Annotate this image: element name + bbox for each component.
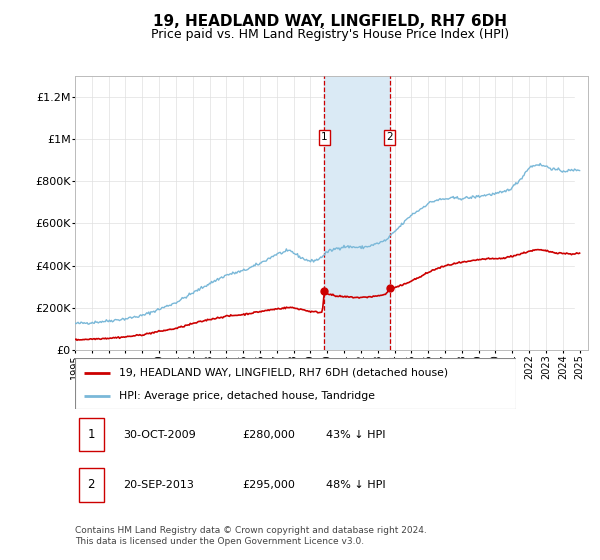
Text: 19, HEADLAND WAY, LINGFIELD, RH7 6DH (detached house): 19, HEADLAND WAY, LINGFIELD, RH7 6DH (de… xyxy=(119,367,448,377)
Text: 20-SEP-2013: 20-SEP-2013 xyxy=(124,480,194,490)
FancyBboxPatch shape xyxy=(79,418,104,451)
Text: £295,000: £295,000 xyxy=(242,480,295,490)
FancyBboxPatch shape xyxy=(75,358,516,409)
Text: 2: 2 xyxy=(88,478,95,492)
Bar xyxy=(325,76,390,350)
Text: Contains HM Land Registry data © Crown copyright and database right 2024.
This d: Contains HM Land Registry data © Crown c… xyxy=(75,526,427,546)
Text: Price paid vs. HM Land Registry's House Price Index (HPI): Price paid vs. HM Land Registry's House … xyxy=(151,28,509,41)
FancyBboxPatch shape xyxy=(79,468,104,502)
Text: 1: 1 xyxy=(321,132,328,142)
Text: £280,000: £280,000 xyxy=(242,430,295,440)
Text: 30-OCT-2009: 30-OCT-2009 xyxy=(124,430,196,440)
Text: 2: 2 xyxy=(386,132,393,142)
Text: 43% ↓ HPI: 43% ↓ HPI xyxy=(326,430,386,440)
Text: 1: 1 xyxy=(88,428,95,441)
Bar xyxy=(575,76,588,350)
Text: 48% ↓ HPI: 48% ↓ HPI xyxy=(326,480,386,490)
Text: HPI: Average price, detached house, Tandridge: HPI: Average price, detached house, Tand… xyxy=(119,391,375,401)
Text: 19, HEADLAND WAY, LINGFIELD, RH7 6DH: 19, HEADLAND WAY, LINGFIELD, RH7 6DH xyxy=(153,14,507,29)
